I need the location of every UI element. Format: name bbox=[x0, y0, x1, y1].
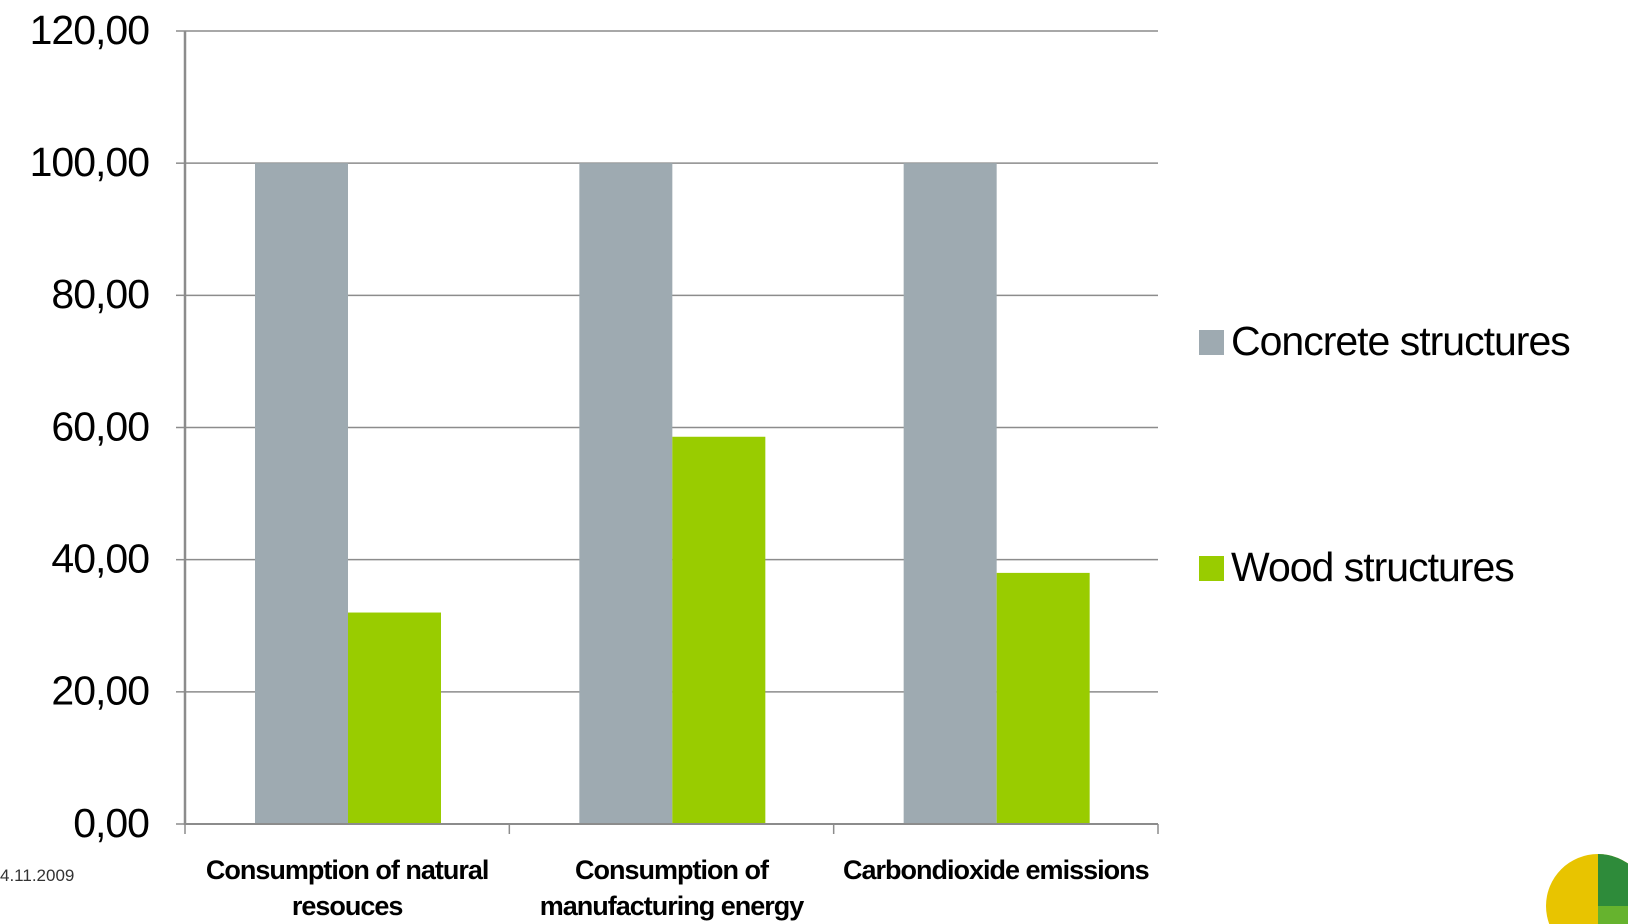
legend-swatch bbox=[1199, 330, 1224, 355]
legend-label: Wood structures bbox=[1231, 544, 1514, 590]
bar bbox=[996, 572, 1090, 824]
legend-label: Concrete structures bbox=[1231, 318, 1570, 364]
bar bbox=[255, 163, 348, 824]
y-tick-label: 60,00 bbox=[51, 403, 149, 449]
x-tick-label: Consumption of manufacturing energy bbox=[539, 855, 805, 921]
legend-swatch bbox=[1199, 556, 1224, 581]
y-tick-label: 80,00 bbox=[51, 271, 149, 317]
x-tick-label: Consumption of natural resouces bbox=[205, 855, 489, 921]
logo bbox=[1546, 854, 1628, 924]
y-tick-label: 0,00 bbox=[73, 800, 149, 846]
bar bbox=[348, 612, 441, 824]
y-tick-label: 40,00 bbox=[51, 535, 149, 581]
footer-date: 4.11.2009 bbox=[0, 866, 75, 885]
y-tick-label: 100,00 bbox=[30, 139, 150, 185]
bar bbox=[672, 436, 766, 824]
y-tick-label: 120,00 bbox=[30, 7, 150, 53]
bar bbox=[903, 163, 997, 824]
bar bbox=[579, 163, 673, 824]
y-tick-label: 20,00 bbox=[51, 668, 149, 714]
x-tick-label: Carbondioxide emissions bbox=[843, 855, 1150, 885]
